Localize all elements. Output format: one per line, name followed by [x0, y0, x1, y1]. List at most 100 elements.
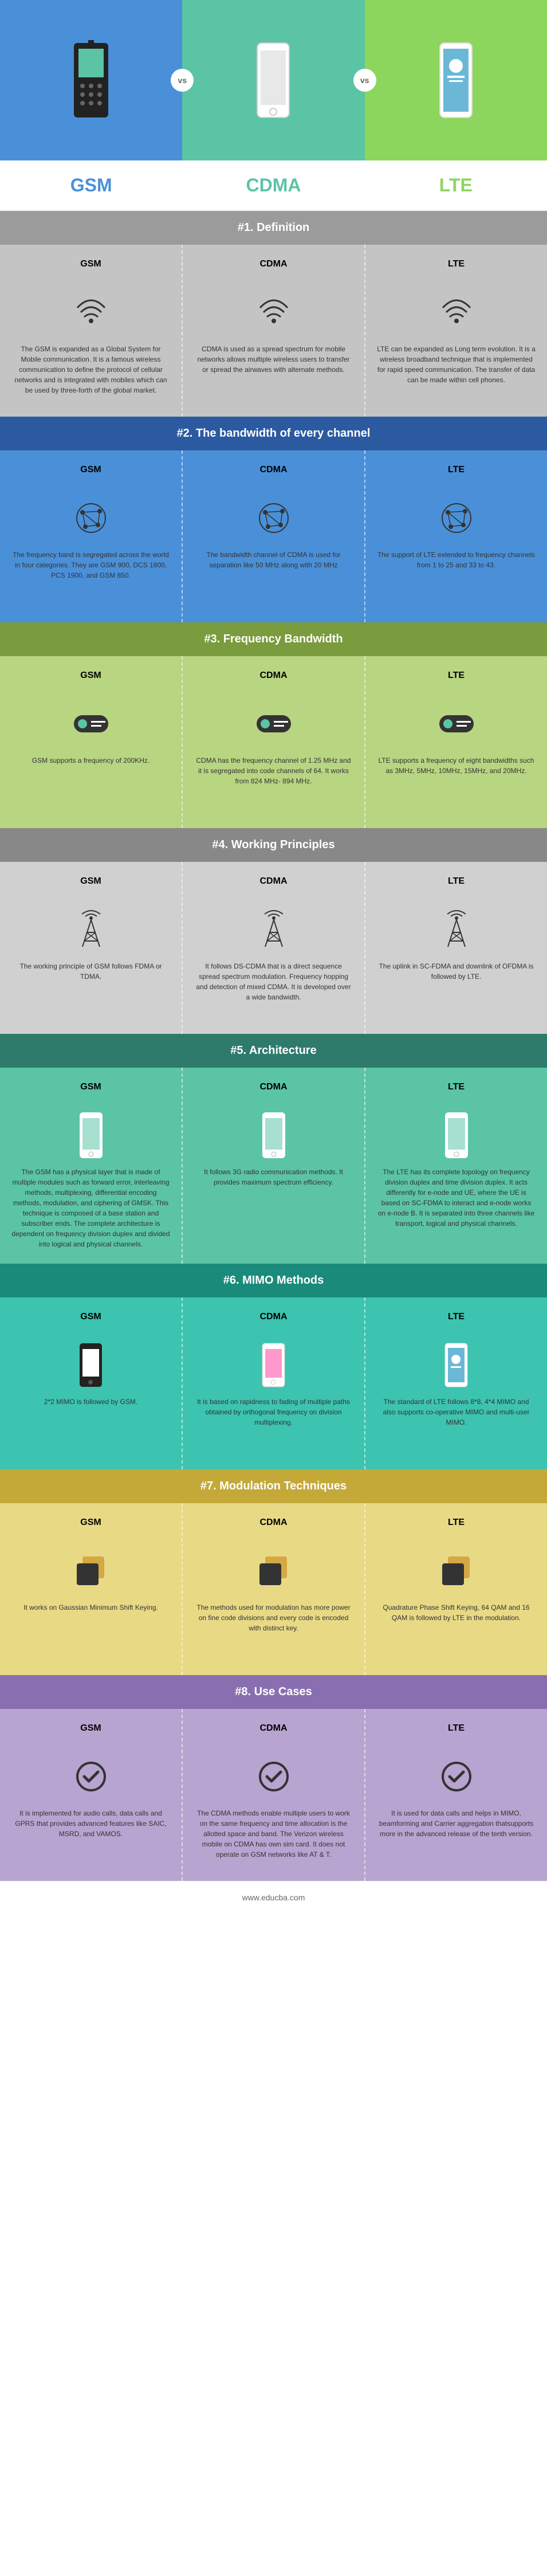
section-body: GSM The GSM is expanded as a Global Syst…: [0, 245, 547, 417]
col-label: GSM: [80, 1312, 101, 1322]
col-label: LTE: [448, 876, 465, 887]
col-label: CDMA: [260, 671, 288, 681]
check-icon: [257, 1754, 291, 1799]
section-col: GSM The GSM has a physical layer that is…: [0, 1068, 183, 1264]
badge-icon: [254, 701, 294, 747]
col-label: LTE: [448, 1723, 465, 1734]
section-body: GSM GSM supports a frequency of 200KHz. …: [0, 656, 547, 828]
signal-icon: [257, 289, 291, 335]
col-label: GSM: [80, 671, 101, 681]
section-body: GSM 2*2 MIMO is followed by GSM. CDMA It…: [0, 1297, 547, 1469]
col-text: It is implemented for audio calls, data …: [11, 1808, 170, 1839]
check-icon: [74, 1754, 108, 1799]
section-col: CDMA The methods used for modulation has…: [183, 1503, 365, 1675]
section-col: LTE LTE can be expanded as Long term evo…: [365, 245, 547, 417]
col-label: CDMA: [260, 1723, 288, 1734]
section-col: CDMA It follows DS-CDMA that is a direct…: [183, 862, 365, 1034]
section-header: #1. Definition: [0, 211, 547, 245]
section-col: GSM The working principle of GSM follows…: [0, 862, 183, 1034]
col-text: It follows 3G radio communication method…: [194, 1167, 353, 1187]
col-text: LTE supports a frequency of eight bandwi…: [377, 755, 536, 776]
col-text: CDMA is used as a spread spectrum for mo…: [194, 344, 353, 375]
col-text: It works on Gaussian Minimum Shift Keyin…: [23, 1602, 158, 1613]
section-header: #3. Frequency Bandwidth: [0, 622, 547, 656]
col-text: The standard of LTE follows 8*8, 4*4 MIM…: [377, 1397, 536, 1428]
col-text: It follows DS-CDMA that is a direct sequ…: [194, 961, 353, 1002]
col-text: The LTE has its complete topology on fre…: [377, 1167, 536, 1229]
section-body: GSM The frequency band is segregated acr…: [0, 450, 547, 622]
col-text: It is based on rapidness to fading of mu…: [194, 1397, 353, 1428]
col-label: GSM: [80, 876, 101, 887]
section-col: GSM The frequency band is segregated acr…: [0, 450, 183, 622]
section-body: GSM It works on Gaussian Minimum Shift K…: [0, 1503, 547, 1675]
section-col: GSM It is implemented for audio calls, d…: [0, 1709, 183, 1881]
badge-icon: [436, 701, 477, 747]
section-col: CDMA The bandwidth channel of CDMA is us…: [183, 450, 365, 622]
header-col-cdma: vs: [182, 0, 364, 160]
section-col: LTE LTE supports a frequency of eight ba…: [365, 656, 547, 828]
title-gsm: GSM: [0, 160, 182, 210]
network-icon: [257, 495, 291, 541]
col-label: CDMA: [260, 876, 288, 887]
col-label: CDMA: [260, 259, 288, 269]
vs-badge: vs: [171, 69, 194, 92]
section-col: GSM GSM supports a frequency of 200KHz.: [0, 656, 183, 828]
col-label: CDMA: [260, 1312, 288, 1322]
phone-white-icon: [259, 1112, 288, 1158]
col-label: LTE: [448, 671, 465, 681]
header-row: vsvs: [0, 0, 547, 160]
col-label: LTE: [448, 1082, 465, 1092]
col-text: The uplink in SC-FDMA and downlink of OF…: [377, 961, 536, 982]
title-cdma: CDMA: [182, 160, 364, 210]
cards-icon: [436, 1548, 477, 1594]
title-row: GSMCDMALTE: [0, 160, 547, 211]
col-label: CDMA: [260, 1082, 288, 1092]
badge-icon: [71, 701, 111, 747]
device-icon: [78, 1342, 104, 1388]
col-label: GSM: [80, 1082, 101, 1092]
col-label: CDMA: [260, 1518, 288, 1528]
phone-white-icon: [77, 1112, 105, 1158]
col-text: The working principle of GSM follows FDM…: [11, 961, 170, 982]
section-col: LTE The LTE has its complete topology on…: [365, 1068, 547, 1264]
section-header: #5. Architecture: [0, 1034, 547, 1068]
col-label: GSM: [80, 465, 101, 475]
tower-icon: [74, 907, 108, 952]
header-col-lte: [365, 0, 547, 160]
col-text: The frequency band is segregated across …: [11, 550, 170, 581]
section-col: GSM 2*2 MIMO is followed by GSM.: [0, 1297, 183, 1469]
section-header: #8. Use Cases: [0, 1675, 547, 1709]
col-text: Quadrature Phase Shift Keying, 64 QAM an…: [377, 1602, 536, 1623]
check-icon: [439, 1754, 474, 1799]
section-col: CDMA CDMA has the frequency channel of 1…: [183, 656, 365, 828]
section-body: GSM The working principle of GSM follows…: [0, 862, 547, 1034]
section-body: GSM It is implemented for audio calls, d…: [0, 1709, 547, 1881]
section-body: GSM The GSM has a physical layer that is…: [0, 1068, 547, 1264]
header-col-gsm: vs: [0, 0, 182, 160]
sections-container: #1. Definition GSM The GSM is expanded a…: [0, 211, 547, 1881]
cards-icon: [254, 1548, 294, 1594]
section-col: CDMA The CDMA methods enable multiple us…: [183, 1709, 365, 1881]
section-col: LTE The uplink in SC-FDMA and downlink o…: [365, 862, 547, 1034]
phone-mid-icon: [245, 34, 302, 126]
col-text: The support of LTE extended to frequency…: [377, 550, 536, 570]
section-col: LTE Quadrature Phase Shift Keying, 64 QA…: [365, 1503, 547, 1675]
tower-icon: [439, 907, 474, 952]
tower-icon: [257, 907, 291, 952]
col-label: GSM: [80, 259, 101, 269]
section-col: CDMA It is based on rapidness to fading …: [183, 1297, 365, 1469]
device-icon: [261, 1342, 286, 1388]
signal-icon: [439, 289, 474, 335]
col-text: The bandwidth channel of CDMA is used fo…: [194, 550, 353, 570]
network-icon: [74, 495, 108, 541]
phone-new-icon: [427, 34, 485, 126]
col-label: GSM: [80, 1723, 101, 1734]
col-text: 2*2 MIMO is followed by GSM.: [44, 1397, 137, 1407]
col-text: The GSM has a physical layer that is mad…: [11, 1167, 170, 1249]
col-text: CDMA has the frequency channel of 1.25 M…: [194, 755, 353, 786]
col-label: LTE: [448, 465, 465, 475]
phone-old-icon: [62, 34, 120, 126]
col-label: GSM: [80, 1518, 101, 1528]
section-header: #7. Modulation Techniques: [0, 1469, 547, 1503]
col-text: It is used for data calls and helps in M…: [377, 1808, 536, 1839]
